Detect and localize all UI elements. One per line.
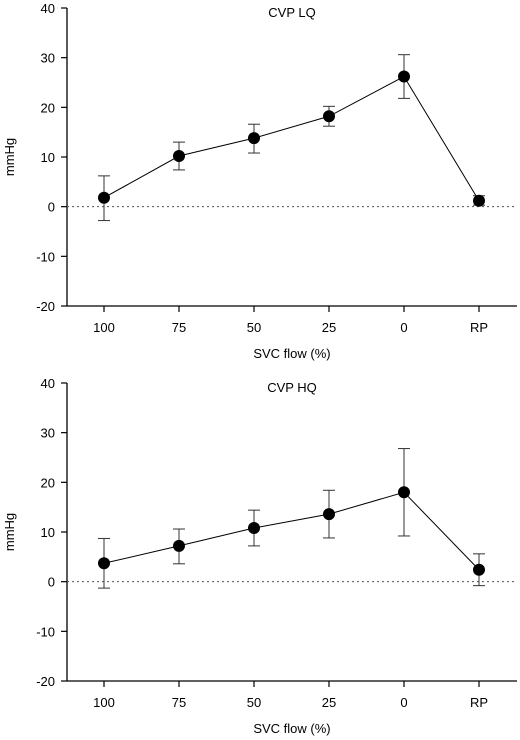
y-tick-label: -10 bbox=[36, 249, 55, 264]
x-tick-label: 75 bbox=[172, 695, 186, 710]
series-line bbox=[103, 75, 480, 201]
x-tick-label: RP bbox=[470, 320, 488, 335]
x-tick-label: 100 bbox=[93, 320, 115, 335]
y-tick-label: 0 bbox=[48, 200, 55, 215]
x-tick-label: 0 bbox=[400, 695, 407, 710]
y-tick-label: 40 bbox=[41, 1, 55, 16]
data-point bbox=[248, 522, 260, 535]
x-tick-label: 25 bbox=[322, 695, 336, 710]
x-tick-label: 75 bbox=[172, 320, 186, 335]
x-tick-label: RP bbox=[470, 695, 488, 710]
data-point bbox=[398, 70, 410, 83]
data-point bbox=[473, 563, 485, 576]
data-point bbox=[323, 508, 335, 521]
data-point bbox=[98, 191, 110, 204]
y-tick-label: -20 bbox=[36, 674, 55, 689]
y-tick-label: 20 bbox=[41, 475, 55, 490]
data-point bbox=[173, 539, 185, 552]
x-tick-label: 50 bbox=[247, 695, 261, 710]
data-point bbox=[248, 132, 260, 145]
data-point bbox=[323, 110, 335, 123]
x-axis-title: SVC flow (%) bbox=[253, 721, 330, 736]
y-tick-label: 30 bbox=[41, 426, 55, 441]
y-tick-label: 0 bbox=[48, 575, 55, 590]
x-tick-label: 0 bbox=[400, 320, 407, 335]
series-line bbox=[103, 491, 480, 571]
y-axis-title: mmHg bbox=[2, 138, 17, 176]
x-axis-title: SVC flow (%) bbox=[253, 346, 330, 361]
data-point bbox=[98, 557, 110, 570]
data-point bbox=[398, 486, 410, 499]
x-tick-label: 50 bbox=[247, 320, 261, 335]
y-tick-label: 20 bbox=[41, 100, 55, 115]
x-tick-label: 100 bbox=[93, 695, 115, 710]
chart-title: CVP LQ bbox=[268, 5, 315, 20]
y-tick-label: -10 bbox=[36, 624, 55, 639]
y-tick-label: 30 bbox=[41, 51, 55, 66]
chart-title: CVP HQ bbox=[267, 380, 317, 395]
x-tick-label: 25 bbox=[322, 320, 336, 335]
data-point bbox=[173, 150, 185, 163]
data-point bbox=[473, 194, 485, 207]
y-tick-label: 10 bbox=[41, 525, 55, 540]
chart-panel-1: -20 -10 0 10 20 30 40 100 75 50 25 0 RP CVP LQ SVC flo… bbox=[2, 1, 517, 361]
chart-panel-2: -20 -10 0 10 20 30 40 100 75 50 25 0 RP CVP HQ SVC flo… bbox=[2, 376, 517, 736]
y-axis-title: mmHg bbox=[2, 513, 17, 551]
y-tick-label: 10 bbox=[41, 150, 55, 165]
y-tick-label: -20 bbox=[36, 299, 55, 314]
y-tick-label: 40 bbox=[41, 376, 55, 391]
